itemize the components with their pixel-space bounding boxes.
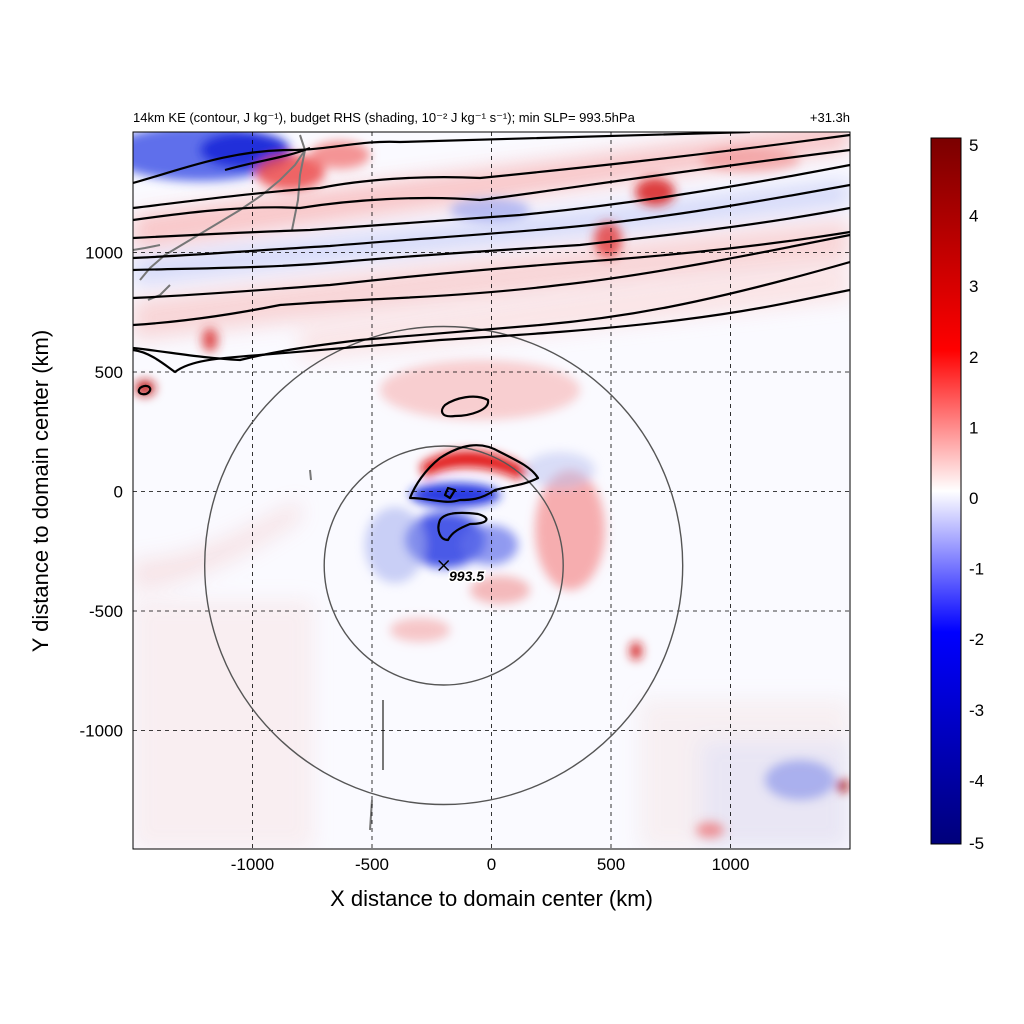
- min-slp-label: 993.5: [449, 568, 484, 584]
- y-axis-label: Y distance to domain center (km): [28, 330, 53, 652]
- x-tick-label: -500: [355, 855, 389, 874]
- colorbar-tick-label: 1: [969, 418, 978, 437]
- chart-title: 14km KE (contour, J kg⁻¹), budget RHS (s…: [133, 110, 636, 125]
- x-axis: -1000 -500 0 500 1000 X distance to doma…: [231, 855, 750, 911]
- x-tick-label: 1000: [712, 855, 750, 874]
- colorbar-tick-label: -2: [969, 630, 984, 649]
- y-tick-label: 1000: [85, 244, 123, 263]
- colorbar-tick-label: -5: [969, 834, 984, 853]
- storm-center-marker: [438, 559, 450, 572]
- colorbar: 5 4 3 2 1 0 -1 -2 -3 -4 -5: [930, 136, 984, 853]
- forecast-time-label: +31.3h: [810, 110, 850, 125]
- y-tick-label: -1000: [80, 722, 123, 741]
- range-ring-inner: [323, 445, 564, 686]
- colorbar-tick-label: 2: [969, 348, 978, 367]
- colorbar-tick-label: -1: [969, 560, 984, 579]
- colorbar-tick-label: -4: [969, 771, 984, 790]
- y-tick-label: -500: [89, 602, 123, 621]
- plot-frame: [132, 131, 851, 850]
- x-tick-label: 500: [597, 855, 625, 874]
- colorbar-gradient: [930, 137, 962, 845]
- y-tick-label: 0: [114, 483, 123, 502]
- x-tick-label: 0: [487, 855, 496, 874]
- colorbar-tick-label: 0: [969, 489, 978, 508]
- colorbar-tick-label: 4: [969, 207, 978, 226]
- colorbar-tick-label: 5: [969, 136, 978, 155]
- ke-contours: [133, 132, 850, 542]
- coastline: [133, 134, 384, 831]
- x-axis-label: X distance to domain center (km): [330, 886, 653, 911]
- y-tick-label: 500: [95, 363, 123, 382]
- colorbar-tick-label: -3: [969, 701, 984, 720]
- plot-area: 993.5: [132, 131, 851, 850]
- x-tick-label: -1000: [231, 855, 274, 874]
- colorbar-tick-label: 3: [969, 277, 978, 296]
- y-axis: -1000 -500 0 500 1000 Y distance to doma…: [28, 244, 123, 741]
- range-ring-outer: [204, 325, 684, 806]
